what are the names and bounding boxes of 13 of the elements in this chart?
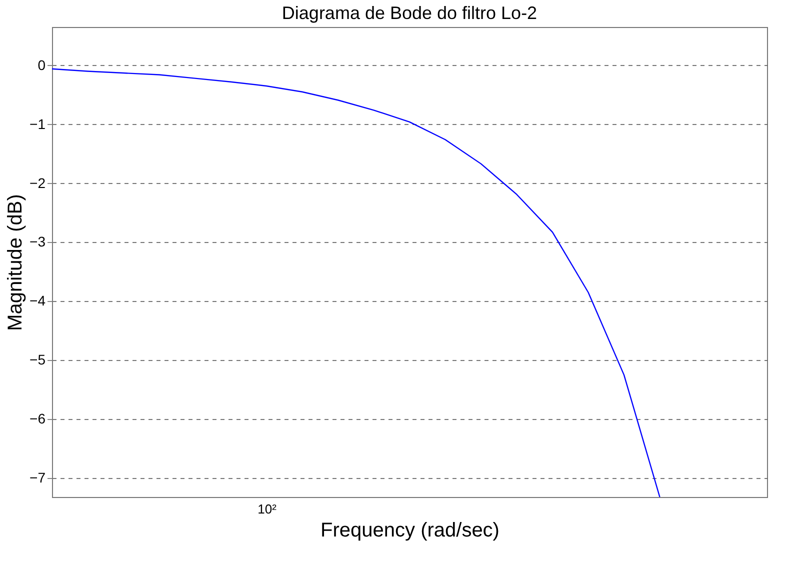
y-tick-label: −7 bbox=[30, 470, 46, 486]
x-axis-title: Frequency (rad/sec) bbox=[320, 520, 500, 542]
y-axis-title: Magnitude (dB) bbox=[4, 194, 27, 331]
y-tick-label: 0 bbox=[38, 56, 46, 73]
y-tick-label: −6 bbox=[30, 410, 46, 427]
y-tick-label: −2 bbox=[30, 174, 46, 191]
y-tick-label: −5 bbox=[30, 352, 46, 368]
y-tick-label: −3 bbox=[30, 234, 46, 250]
line-series bbox=[51, 68, 660, 498]
chart-title: Diagrama de Bode do filtro Lo-2 bbox=[282, 3, 538, 23]
x-tick-label: 10² bbox=[258, 502, 278, 516]
y-tick-label: −4 bbox=[30, 292, 46, 309]
y-tick-label: −1 bbox=[30, 116, 46, 132]
